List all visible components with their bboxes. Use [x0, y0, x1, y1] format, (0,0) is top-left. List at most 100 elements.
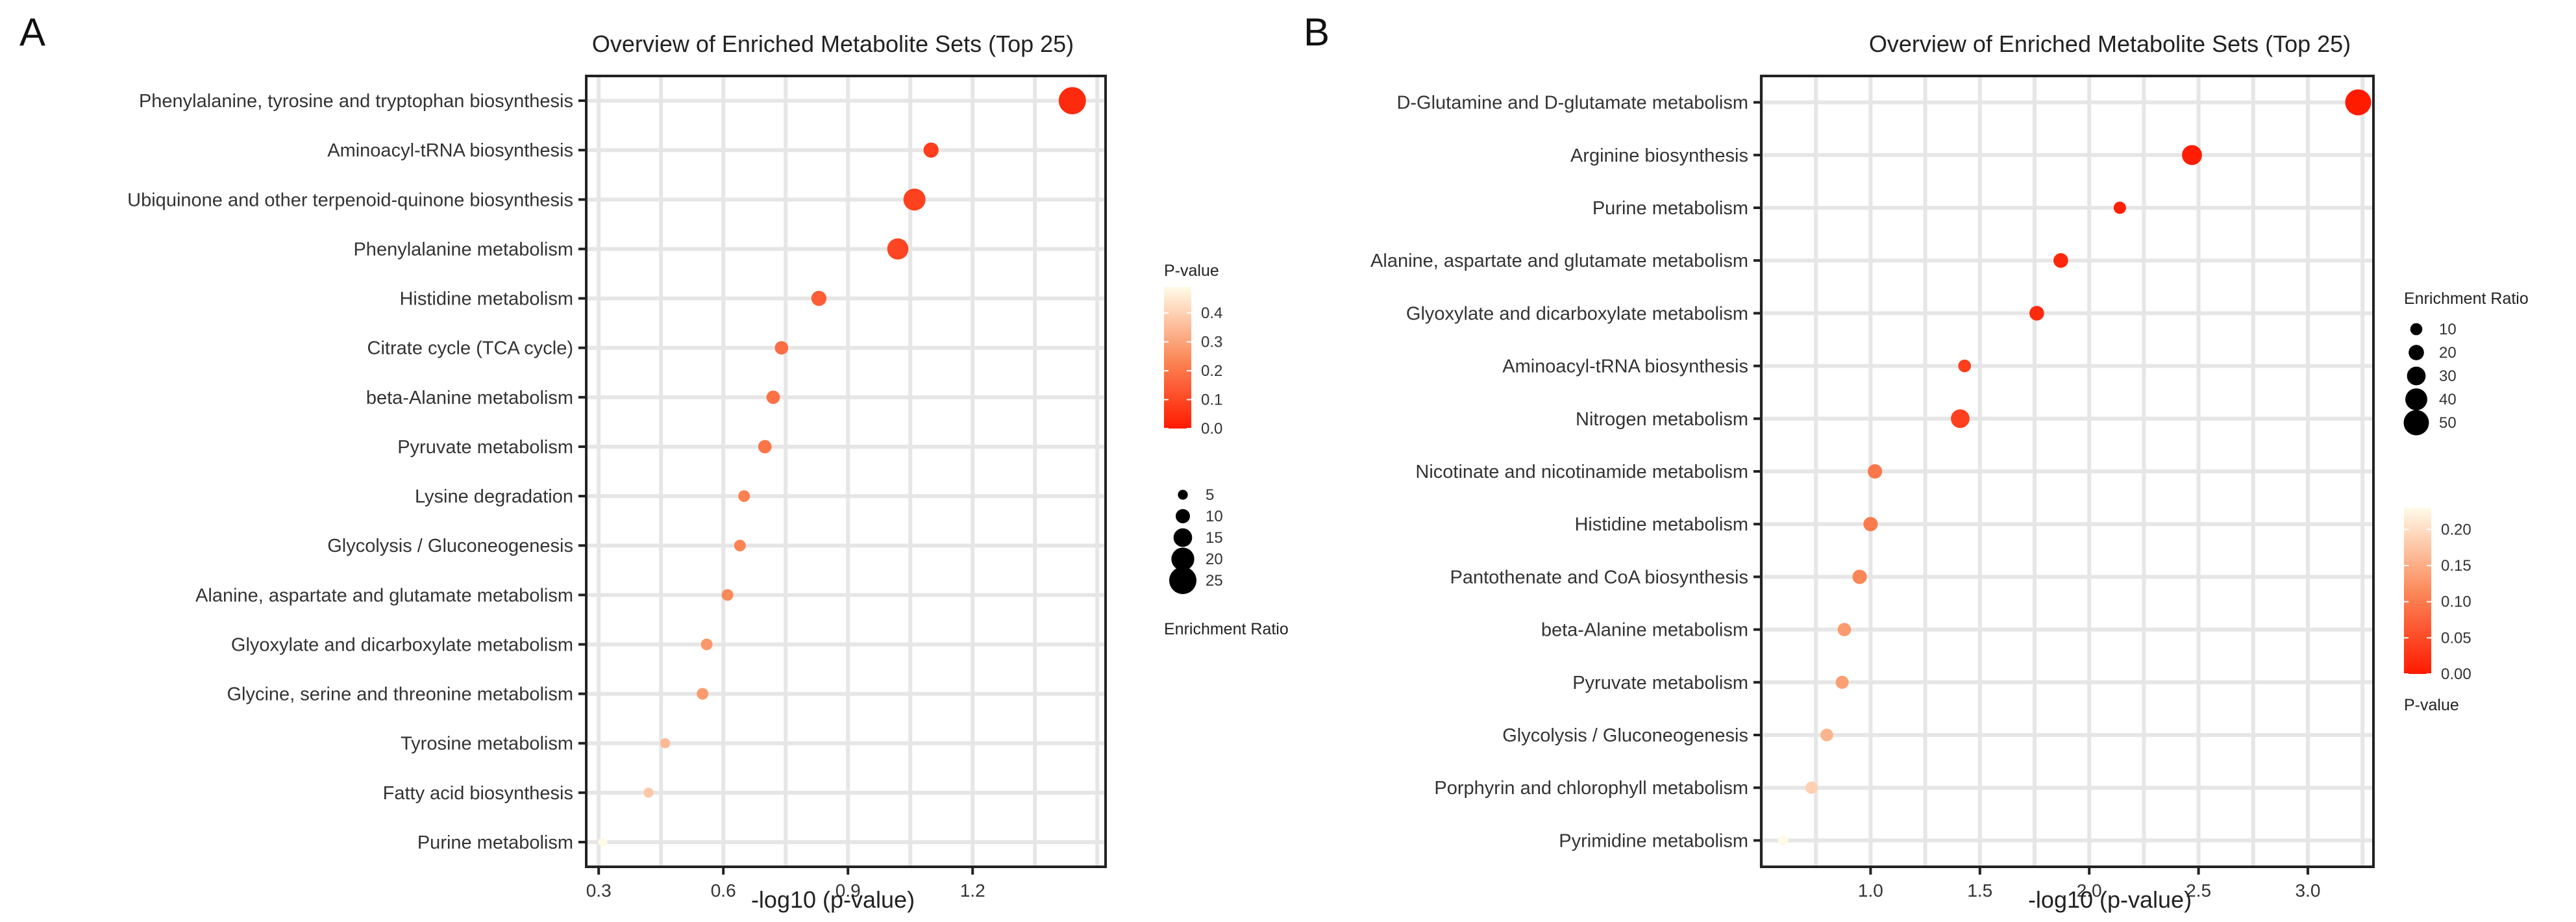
panel-b-x-tick-label: 2.5: [2186, 880, 2211, 901]
panel-a-point: [758, 440, 772, 454]
panel-a-size-legend-dot: [1178, 490, 1188, 500]
panel-b-plot: D-Glutamine and D-glutamate metabolism Ar…: [1370, 75, 2375, 901]
panel-b-size-legend-dot: [2410, 323, 2423, 336]
panel-a-size-legend-label: 15: [1206, 529, 1223, 547]
panel-a-point: [738, 490, 750, 503]
panel-b-y-tick-label: Glycolysis / Gluconeogenesis: [1502, 725, 1748, 746]
panel-b-size-legend-dot: [2403, 410, 2429, 436]
panel-a-y-tick-label: Ubiquinone and other terpenoid-quinone b…: [127, 190, 573, 210]
panel-b-x-axis-label: -log10 (p-value): [2028, 886, 2192, 913]
panel-b-color-legend-label: 0.15: [2441, 557, 2471, 575]
panel-b-x-tick-label: 1.5: [1967, 880, 1992, 901]
panel-a-point: [887, 238, 909, 260]
panel-a-color-legend: P-value 0.4 0.3 0.2 0.1 0.0: [1164, 262, 1222, 438]
panel-a-point: [923, 142, 939, 158]
panel-a-size-legend-label: 20: [1206, 551, 1223, 568]
panel-b-y-tick-label: Pyrimidine metabolism: [1559, 830, 1748, 851]
panel-b-y-tick-label: Nicotinate and nicotinamide metabolism: [1415, 462, 1748, 482]
panel-a-x-tick-label: 0.3: [586, 880, 612, 901]
panel-b-point: [2029, 306, 2044, 321]
panel-b-point: [1863, 517, 1878, 532]
panel-b-point: [2345, 89, 2372, 116]
panel-a-point: [660, 738, 671, 749]
panel-a-y-tick-label: Glycine, serine and threonine metabolism: [227, 684, 573, 705]
panel-a-x-tick-label: 0.9: [836, 880, 861, 901]
panel-a-y-tick-label: Aminoacyl-tRNA biosynthesis: [327, 140, 573, 161]
panel-a-y-tick-label: Phenylalanine, tyrosine and tryptophan b…: [139, 91, 573, 112]
panel-b-point: [2053, 253, 2068, 268]
panel-b-size-legend: Enrichment Ratio 10 20 30 40 50: [2403, 290, 2529, 436]
panel-b-y-tick-label: Purine metabolism: [1592, 198, 1748, 219]
panel-b-x-tick-label: 3.0: [2295, 880, 2320, 901]
panel-b-color-legend-title: P-value: [2404, 696, 2459, 714]
panel-a-size-legend-dot: [1173, 528, 1193, 547]
panel-a-point: [774, 341, 789, 355]
panel-b-size-legend-dot: [2409, 345, 2424, 360]
panel-b-point: [2182, 145, 2202, 166]
panel-a: A Overview of Enriched Metabolite Sets (…: [19, 10, 1289, 913]
panel-b-point: [1777, 835, 1789, 846]
panel-a-point: [697, 688, 709, 700]
panel-b-point: [1868, 464, 1883, 479]
panel-a-color-legend-label: 0.1: [1201, 392, 1222, 409]
panel-a-point: [1058, 87, 1086, 115]
panel-b-size-legend-label: 40: [2439, 391, 2457, 408]
panel-b-y-tick-label: Pyruvate metabolism: [1572, 673, 1748, 693]
panel-b-size-legend-label: 30: [2439, 368, 2457, 385]
panel-a-y-tick-label: Alanine, aspartate and glutamate metabol…: [195, 585, 573, 606]
panel-a-size-legend-dot: [1169, 567, 1196, 594]
panel-b-size-legend-label: 20: [2439, 344, 2457, 362]
panel-a-plot-area: [586, 76, 1106, 867]
panel-a-y-tick-label: Fatty acid biosynthesis: [383, 783, 573, 804]
panel-b-point: [1820, 729, 1833, 741]
panel-b-x-tick-label: 2.0: [2077, 880, 2102, 901]
panel-a-color-legend-label: 0.4: [1201, 305, 1222, 322]
panel-a-y-tick-label: Glycolysis / Gluconeogenesis: [327, 536, 573, 556]
panel-a-size-legend-label: 25: [1206, 572, 1223, 590]
panel-b-y-tick-label: Pantothenate and CoA biosynthesis: [1450, 567, 1749, 588]
panel-b-size-legend-label: 10: [2439, 321, 2457, 338]
panel-a-point: [721, 589, 734, 601]
panel-a-x-tick-label: 1.2: [960, 880, 985, 901]
panel-a-color-legend-title: P-value: [1164, 262, 1219, 280]
panel-a-point: [598, 837, 608, 847]
panel-a-y-tick-label: Histidine metabolism: [399, 289, 573, 310]
panel-a-size-legend-dot: [1171, 547, 1195, 571]
panel-b-point: [1951, 409, 1970, 429]
panel-b-title: Overview of Enriched Metabolite Sets (To…: [1869, 31, 2351, 57]
panel-a-color-legend-label: 0.3: [1201, 334, 1222, 351]
panel-b-y-tick-label: Aminoacyl-tRNA biosynthesis: [1502, 356, 1748, 377]
panel-a-y-tick-label: Lysine degradation: [415, 486, 573, 507]
panel-b-label: B: [1304, 10, 1330, 54]
panel-a-plot: Phenylalanine, tyrosine and tryptophan b…: [127, 75, 1107, 901]
panel-b-point: [1805, 781, 1818, 794]
panel-a-y-tick-label: Tyrosine metabolism: [401, 734, 573, 754]
panel-b-y-tick-label: Nitrogen metabolism: [1576, 409, 1748, 430]
panel-a-x-tick-label: 0.6: [711, 880, 736, 901]
panel-a-point: [700, 638, 713, 651]
panel-a-y-tick-label: Glyoxylate and dicarboxylate metabolism: [231, 634, 573, 655]
panel-b-y-tick-label: Porphyrin and chlorophyll metabolism: [1434, 778, 1748, 799]
panel-b-color-legend-label: 0.05: [2441, 629, 2471, 647]
panel-a-y-tick-label: beta-Alanine metabolism: [366, 388, 573, 408]
panel-a-size-legend: 5 10 15 20 25 Enrichment Ratio: [1164, 486, 1289, 638]
panel-a-plot-frame: [585, 75, 1107, 868]
panel-b-x-tick-label: 1.0: [1858, 880, 1883, 901]
panel-a-size-legend-dot: [1176, 509, 1190, 523]
panel-a-y-tick-label: Pyruvate metabolism: [397, 437, 573, 458]
panel-a-y-tick-label: Phenylalanine metabolism: [353, 239, 573, 260]
panel-b-color-legend-label: 0.10: [2441, 593, 2471, 611]
panel-b-color-legend: 0.20 0.15 0.10 0.05 0.00 P-value: [2404, 508, 2471, 714]
panel-a-point: [766, 390, 780, 405]
panel-b-color-legend-label: 0.20: [2441, 521, 2471, 538]
panel-a-size-legend-label: 5: [1206, 486, 1214, 504]
panel-a-point: [643, 788, 654, 798]
panel-b-y-tick-label: Glyoxylate and dicarboxylate metabolism: [1406, 303, 1748, 324]
panel-b-y-tick-label: D-Glutamine and D-glutamate metabolism: [1396, 93, 1748, 114]
panel-b-point: [1837, 623, 1852, 636]
panel-b-size-legend-dot: [2407, 366, 2426, 386]
panel-a-point: [811, 290, 827, 306]
panel-b-size-legend-label: 50: [2439, 414, 2457, 432]
panel-a-label: A: [19, 10, 45, 54]
